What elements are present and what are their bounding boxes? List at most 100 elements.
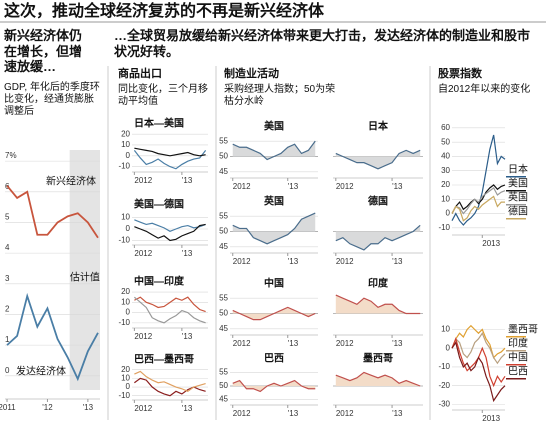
x-tick-label: 2012 [134,176,152,185]
x-tick-label: 2012 [336,409,354,418]
series-line [451,324,506,359]
y-tick-label: 3 [5,274,10,283]
chart-title: 墨西哥 [363,353,393,365]
y-tick-label: 0 [126,382,131,391]
legend-swatch [506,176,526,178]
y-tick-label: 10 [121,373,130,382]
y-tick-label: -10 [438,362,450,371]
legend-swatch [506,378,526,380]
x-tick-label: 2011 [0,403,16,412]
legend-swatch [506,190,526,192]
y-tick-label: 0 [446,209,451,218]
y-tick-label: -10 [118,318,130,327]
series-line [335,224,421,251]
x-tick-label: 2012 [134,404,152,413]
y-tick-label: 10 [441,194,450,203]
column-heading: 商品出口 [118,68,162,80]
chart-title: 中国—印度 [134,275,185,288]
series-line [6,185,99,239]
series-line [6,292,99,382]
y-tick-label: 55 [219,136,228,145]
x-tick-label: 2012 [233,257,251,266]
legend-swatch [506,350,526,352]
series-line [335,371,421,387]
left-note: GDP, 年化后的季度环比变化，经通货膨胀调整后 [4,82,100,117]
area [335,372,421,386]
column-heading: 制造业活动 [224,68,279,80]
y-tick-label: 10 [121,297,130,306]
y-tick-label: 20 [121,365,130,374]
y-tick-label: 50 [441,137,450,146]
series-line [134,147,206,157]
series-line [451,195,505,222]
x-tick-label: '12 [42,403,53,412]
y-tick-label: 45 [219,242,228,251]
series-label: 中国 [508,351,528,364]
x-tick-label: '13 [182,332,193,341]
x-tick-label: 2013 [482,239,500,248]
y-tick-label: 5 [5,213,10,222]
series-line [451,184,506,214]
series-line [335,149,421,170]
series-line [232,140,316,161]
series-line [232,306,316,321]
series-label: 墨西哥 [508,324,538,336]
chart-title: 巴西—墨西哥 [134,354,194,366]
y-tick-label: -30 [438,399,450,408]
x-tick-label: '13 [182,176,193,185]
x-tick-label: '13 [392,257,403,266]
series-line [451,341,506,403]
y-tick-label: 10 [121,213,130,222]
y-tick-label: 55 [219,368,228,377]
chart-title: 日本 [368,120,389,133]
y-tick-label: 60 [441,123,450,132]
series-line [134,223,206,242]
x-tick-label: '13 [392,182,403,191]
x-tick-label: '13 [288,409,299,418]
y-tick-label: 20 [121,287,130,296]
x-tick-label: 2013 [482,414,500,423]
series-line [133,150,207,170]
y-tick-label: 0 [126,308,131,317]
x-tick-label: '13 [83,403,94,412]
series-line [451,134,506,226]
series-label: 新兴经济体 [46,175,96,188]
series-label: 美国 [508,177,528,190]
y-tick-label: -20 [438,381,450,390]
area [232,141,316,160]
series-label: 印度 [508,337,528,350]
x-tick-label: 2012 [134,249,152,258]
area [335,150,421,169]
y-tick-label: -10 [438,223,450,232]
y-tick-label: -10 [118,236,130,245]
x-tick-label: '13 [288,339,299,348]
chart-title: 中国 [264,277,284,290]
series-line [335,294,421,315]
column-heading: 股票指数 [438,68,482,80]
x-tick-label: '13 [182,404,193,413]
series-line [232,212,316,245]
x-tick-label: 2012 [233,409,251,418]
chart-title: 日本—美国 [134,117,184,130]
y-tick-label: 50 [219,309,228,318]
y-tick-label: 55 [219,293,228,302]
y-tick-label: 45 [219,395,228,404]
x-tick-label: '13 [392,339,403,348]
y-tick-label: 10 [121,140,130,149]
y-tick-label: 0 [126,224,131,233]
y-tick-label: 50 [219,227,228,236]
estimate-region [69,150,100,390]
y-tick-label: 45 [219,324,228,333]
series-line [134,219,206,232]
x-tick-label: 2012 [233,182,251,191]
left-heading: 新兴经济体仍在增长，但增速放缓… [4,28,83,75]
y-tick-label: 7% [5,151,17,160]
y-tick-label: 50 [219,152,228,161]
series-line [451,186,506,215]
series-line [134,370,206,393]
x-tick-label: '13 [392,409,403,418]
series-label: 日本 [508,163,528,176]
right-heading: …全球贸易放缓给新兴经济体带来更大打击，发达经济体的制造业和股市状况好转。 [114,28,531,59]
